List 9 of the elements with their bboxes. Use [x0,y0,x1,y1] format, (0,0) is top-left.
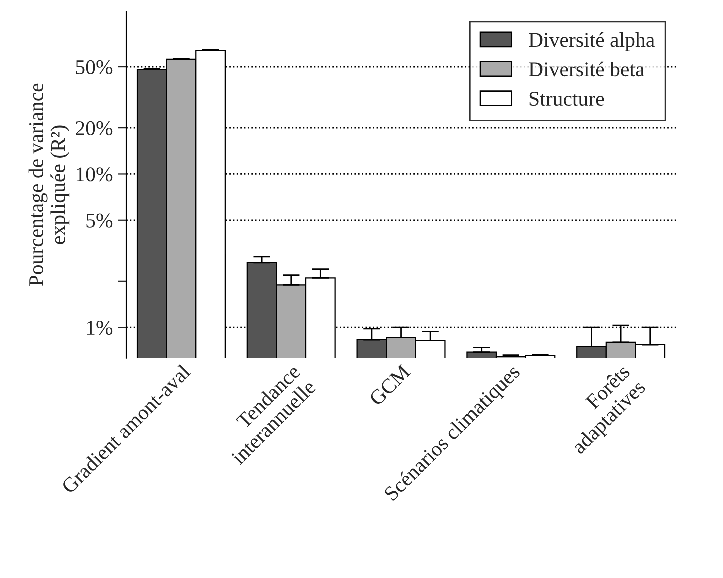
y-tick-label: 50% [76,60,113,75]
y-tick-label: 20% [76,121,113,136]
y-axis-title: Pourcentage de variance expliquée (R²) [28,84,70,286]
y-tick-label: 1% [87,320,113,336]
legend-label: Structure [530,92,604,106]
y-tick-label: 5% [86,214,113,228]
legend-label: Diversité beta [529,62,644,77]
legend-label: Diversité alpha [529,32,655,52]
y-tick-label: 10% [76,168,113,182]
